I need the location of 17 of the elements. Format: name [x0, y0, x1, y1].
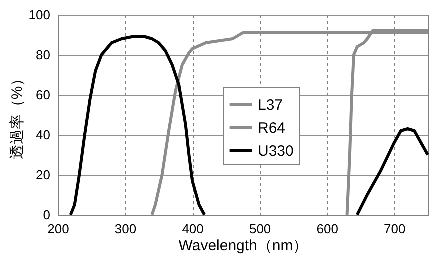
y-tick-label: 80 — [36, 48, 50, 62]
legend-label: R64 — [258, 120, 286, 137]
x-tick-label: 300 — [114, 222, 137, 236]
x-tick-label: 400 — [182, 222, 204, 236]
x-tick-label: 600 — [316, 222, 338, 236]
y-tick-label: 0 — [43, 208, 50, 222]
legend-label: L37 — [258, 97, 284, 114]
y-tick-label: 60 — [36, 88, 50, 102]
y-tick-label: 100 — [28, 8, 50, 22]
x-axis-title: Wavelength（nm） — [178, 238, 308, 254]
y-tick-label: 20 — [36, 168, 50, 182]
x-tick-label: 200 — [48, 222, 70, 236]
y-axis-title: 透過率（%） — [8, 71, 26, 160]
legend-label: U330 — [258, 143, 294, 160]
x-tick-label: 500 — [249, 222, 272, 236]
x-tick-label: 700 — [384, 222, 406, 236]
y-tick-label: 40 — [36, 128, 50, 142]
